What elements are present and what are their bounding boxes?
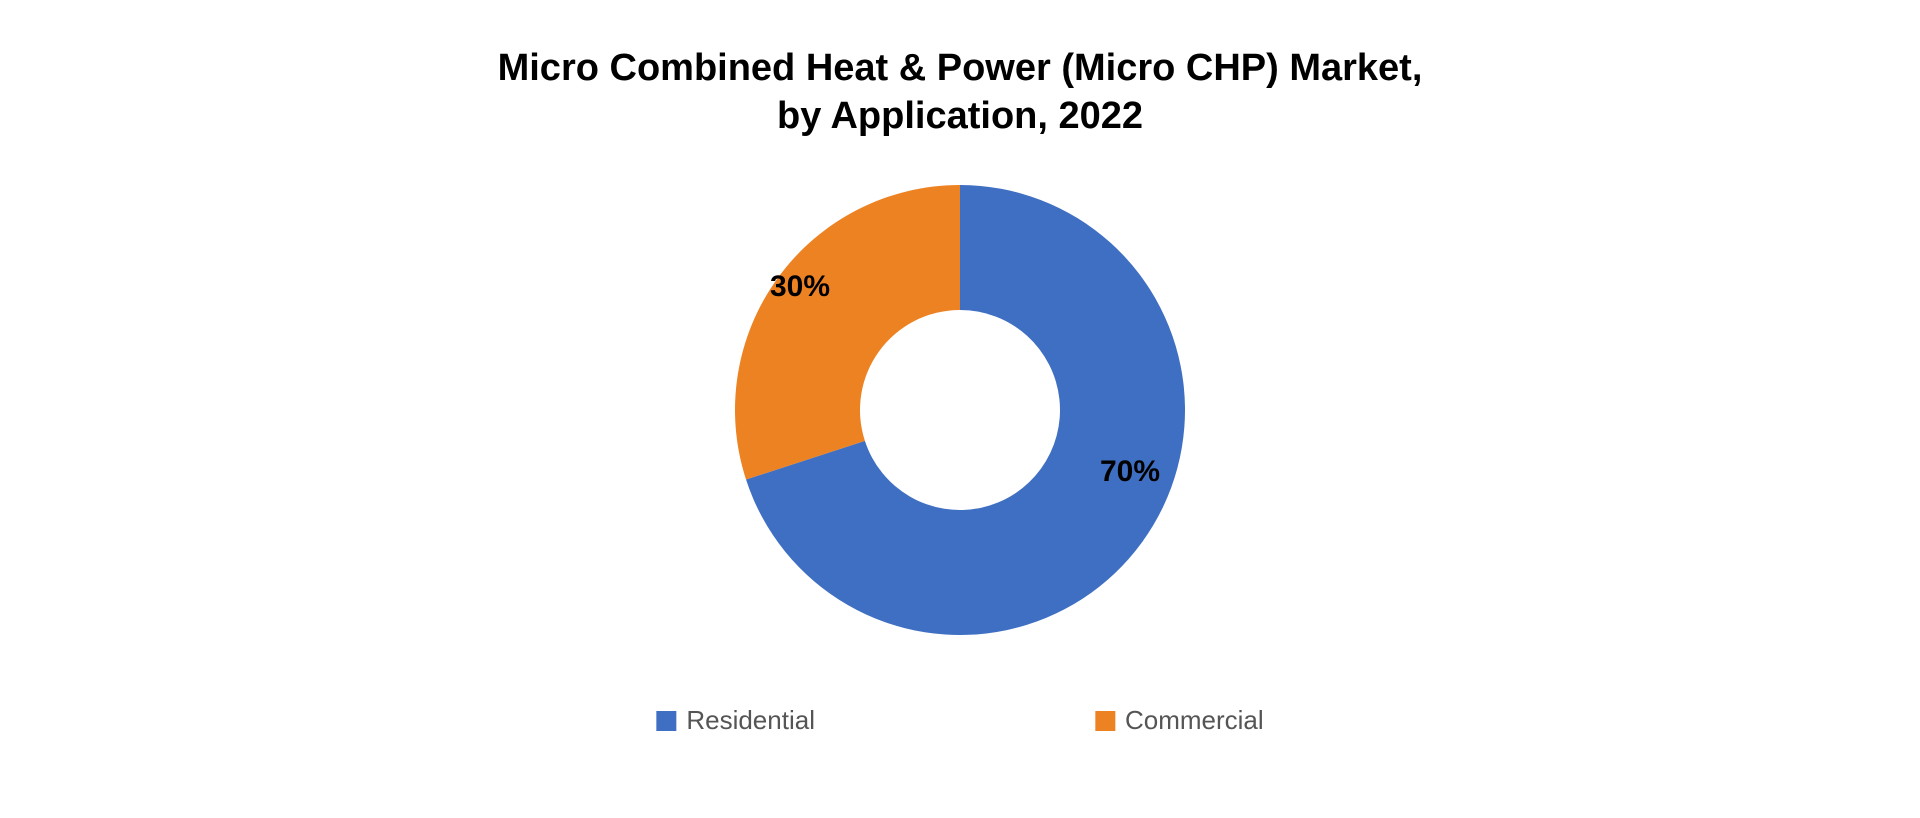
legend-label-commercial: Commercial	[1125, 705, 1264, 736]
chart-container: Micro Combined Heat & Power (Micro CHP) …	[0, 0, 1920, 818]
legend-swatch-commercial	[1095, 711, 1115, 731]
donut-chart	[735, 185, 1185, 635]
legend-swatch-residential	[656, 711, 676, 731]
legend-label-residential: Residential	[686, 705, 815, 736]
donut-slice-commercial	[735, 185, 960, 480]
legend-item-residential: Residential	[656, 705, 815, 736]
legend-item-commercial: Commercial	[1095, 705, 1264, 736]
chart-title: Micro Combined Heat & Power (Micro CHP) …	[0, 45, 1920, 140]
chart-title-line1: Micro Combined Heat & Power (Micro CHP) …	[498, 47, 1423, 89]
chart-title-line2: by Application, 2022	[777, 95, 1143, 137]
pct-label-residential: 70%	[1100, 455, 1160, 489]
legend: Residential Commercial	[656, 705, 1263, 736]
donut-wrap	[735, 185, 1185, 635]
pct-label-commercial: 30%	[770, 270, 830, 304]
